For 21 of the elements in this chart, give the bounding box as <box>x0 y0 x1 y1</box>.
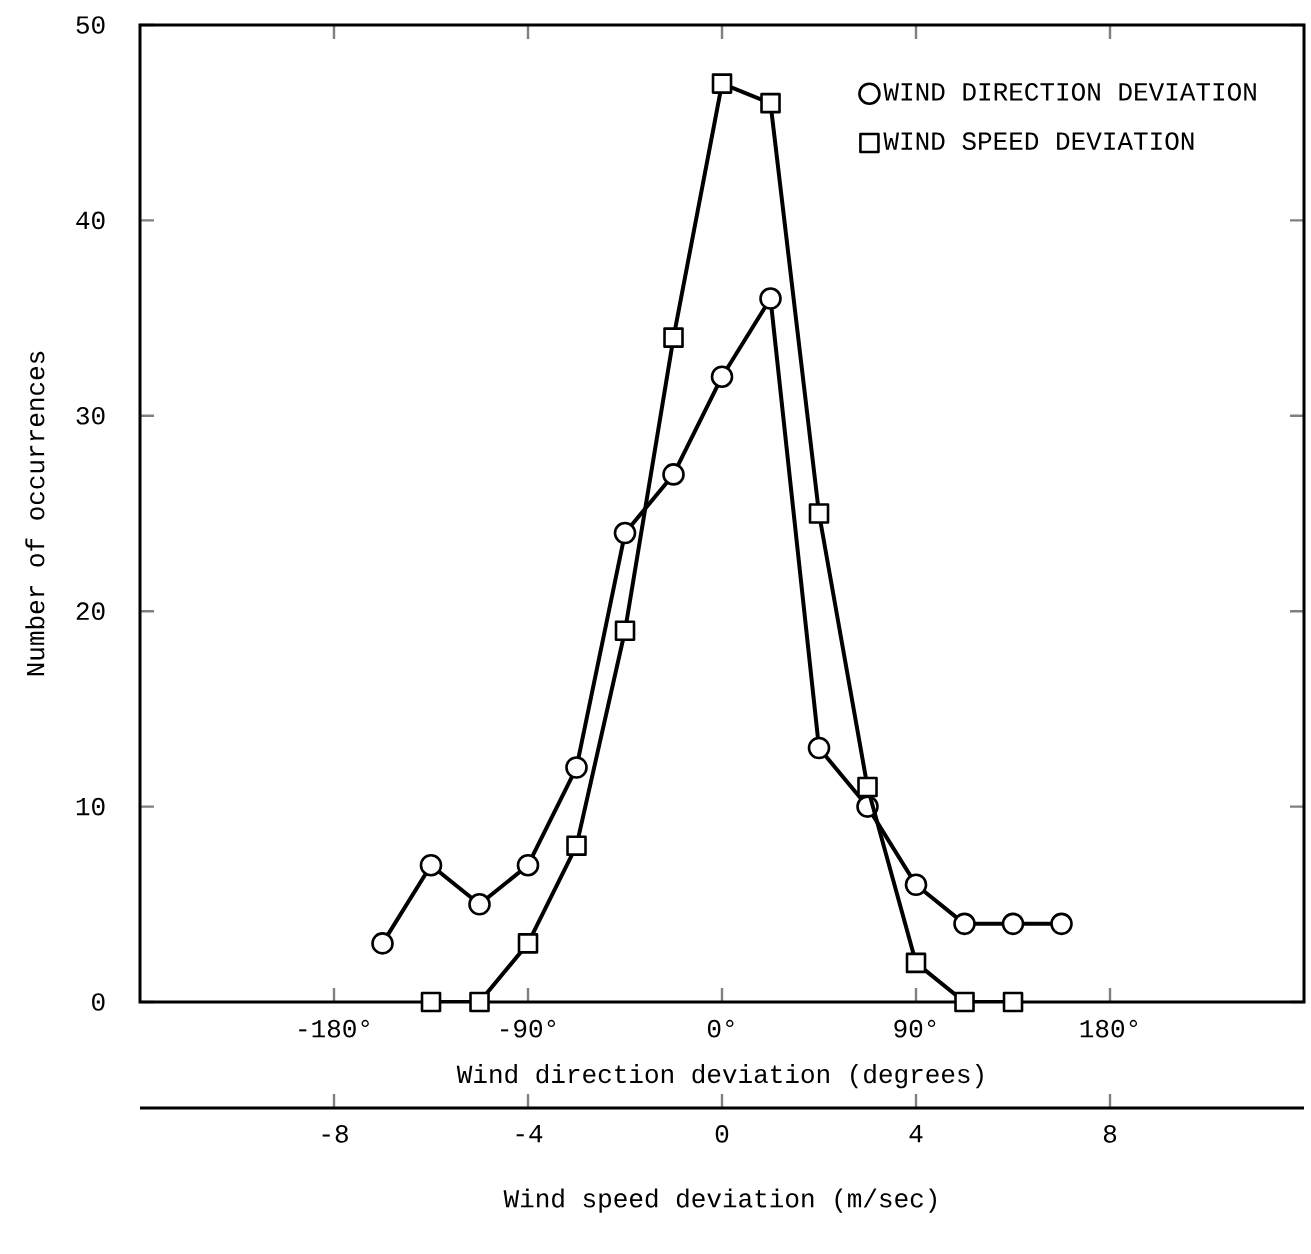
y-tick-label: 10 <box>76 797 105 816</box>
y-tick-label: 50 <box>76 16 105 34</box>
x2-tick-label: -4 <box>516 1125 543 1143</box>
x2-tick-label: -8 <box>322 1125 348 1143</box>
x2-tick-label: 0 <box>715 1125 729 1143</box>
x-tick-label: -180° <box>299 1019 369 1038</box>
y-axis-title: Number of occurrences <box>25 351 45 676</box>
legend-label: WIND SPEED DEVIATION <box>883 132 1194 150</box>
x-tick-label: 0° <box>707 1019 734 1038</box>
x-axis-title: Wind direction deviation (degrees) <box>456 1064 983 1089</box>
x2-tick-label: 4 <box>909 1125 923 1143</box>
x-tick-label: -90° <box>501 1019 556 1038</box>
y-tick-label: 30 <box>76 406 105 425</box>
y-tick-label: 0 <box>92 993 105 1011</box>
x-tick-label: 180° <box>1080 1019 1138 1038</box>
y-tick-label: 20 <box>76 602 105 621</box>
x2-tick-label: 8 <box>1103 1125 1117 1143</box>
x2-axis-title: Wind speed deviation (m/sec) <box>503 1188 936 1213</box>
x-tick-label: 90° <box>894 1019 936 1038</box>
legend-label: WIND DIRECTION DEVIATION <box>883 83 1256 101</box>
y-tick-label: 40 <box>76 211 105 230</box>
